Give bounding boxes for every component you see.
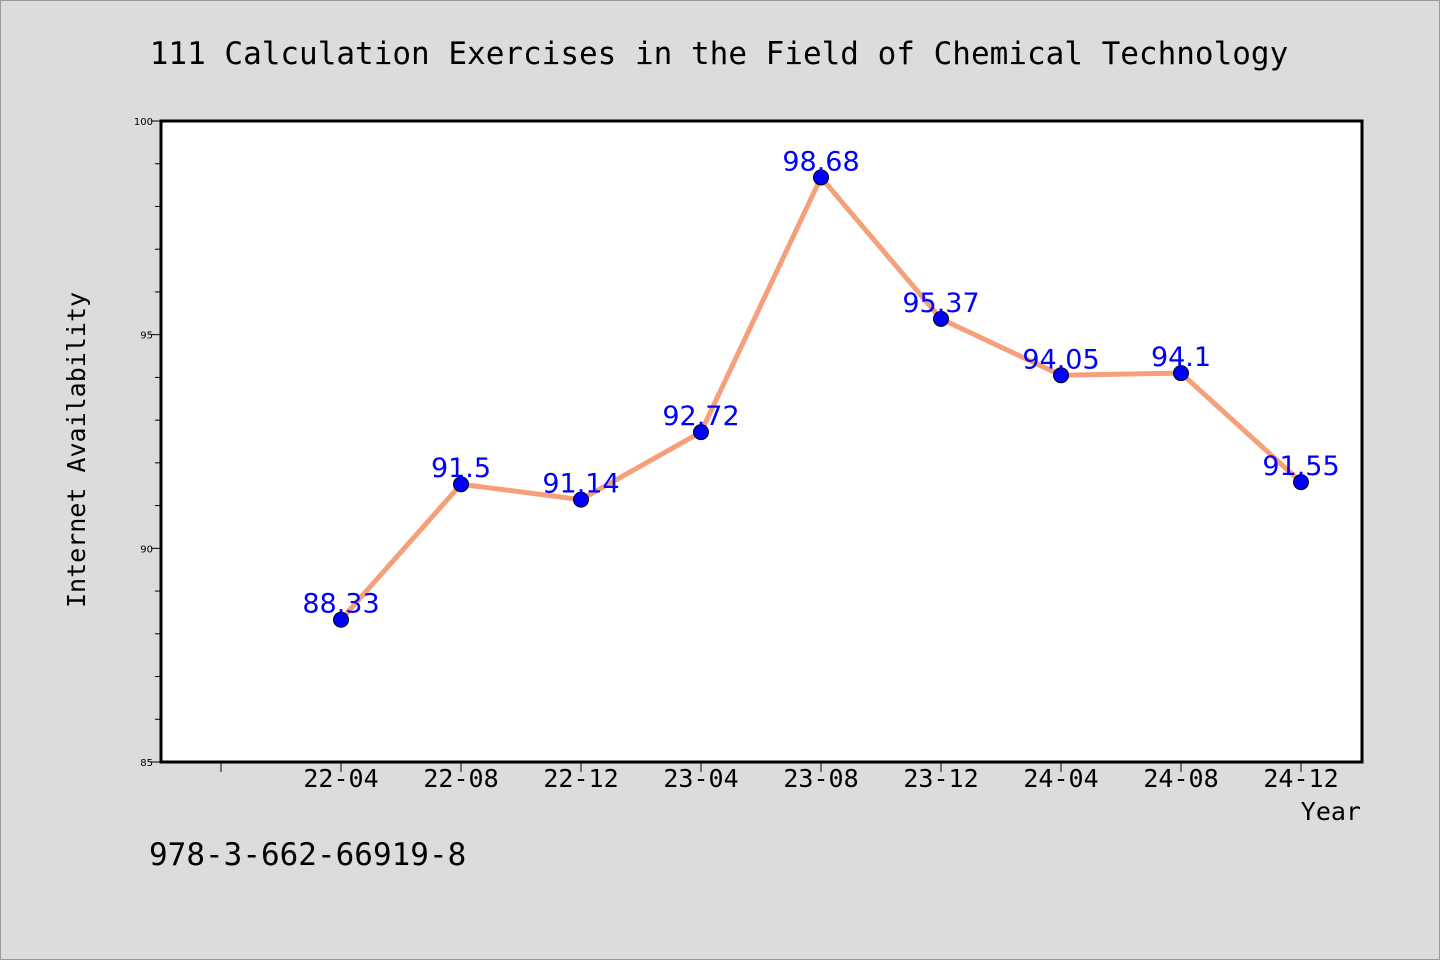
y-tick-label: 95 bbox=[140, 331, 153, 342]
x-tick-label: 23-08 bbox=[783, 764, 858, 793]
y-axis-label: Internet Availability bbox=[62, 292, 91, 608]
data-label: 94.1 bbox=[1151, 342, 1211, 373]
y-axis: 85 90 95 100 bbox=[134, 117, 161, 769]
data-point bbox=[573, 491, 589, 508]
data-label: 88.33 bbox=[302, 589, 379, 620]
footer-isbn: 978-3-662-66919-8 bbox=[149, 837, 466, 873]
x-axis: 22-04 22-08 22-12 23-04 23-08 23-12 24-04 24-08… bbox=[220, 762, 1339, 793]
data-labels: 88.33 91.5 91.14 92.72 98.68 95.37 94.05 94.1 91… bbox=[302, 146, 1339, 619]
data-label: 91.55 bbox=[1262, 451, 1339, 482]
x-tick-label: 24-12 bbox=[1263, 764, 1338, 793]
x-tick-label: 22-12 bbox=[543, 764, 618, 793]
x-tick-label: 23-12 bbox=[903, 764, 978, 793]
x-tick-label: 24-08 bbox=[1143, 764, 1218, 793]
data-label: 92.72 bbox=[662, 401, 739, 432]
data-label: 94.05 bbox=[1022, 344, 1099, 375]
data-point bbox=[333, 611, 349, 628]
x-tick-label: 23-04 bbox=[663, 764, 738, 793]
data-point bbox=[1053, 367, 1069, 384]
data-point bbox=[933, 310, 949, 327]
y-tick-label: 90 bbox=[140, 544, 153, 555]
data-label: 91.14 bbox=[542, 469, 619, 500]
x-tick-label: 22-04 bbox=[303, 764, 378, 793]
series-internet-availability bbox=[333, 169, 1309, 628]
y-tick-label: 100 bbox=[134, 117, 153, 128]
y-tick-label: 85 bbox=[140, 758, 153, 769]
chart-title: 111 Calculation Exercises in the Field o… bbox=[150, 36, 1288, 72]
data-point bbox=[693, 424, 709, 441]
x-tick-label: 22-08 bbox=[423, 764, 498, 793]
data-label: 95.37 bbox=[902, 288, 979, 319]
x-axis-label: Year bbox=[1301, 797, 1361, 826]
data-point bbox=[453, 476, 469, 493]
plot-area bbox=[159, 119, 1364, 764]
data-point bbox=[1293, 474, 1309, 491]
data-label: 91.5 bbox=[431, 453, 491, 484]
data-label: 98.68 bbox=[782, 146, 859, 177]
data-point bbox=[813, 169, 829, 186]
x-tick-label: 24-04 bbox=[1023, 764, 1098, 793]
data-point bbox=[1173, 365, 1189, 382]
